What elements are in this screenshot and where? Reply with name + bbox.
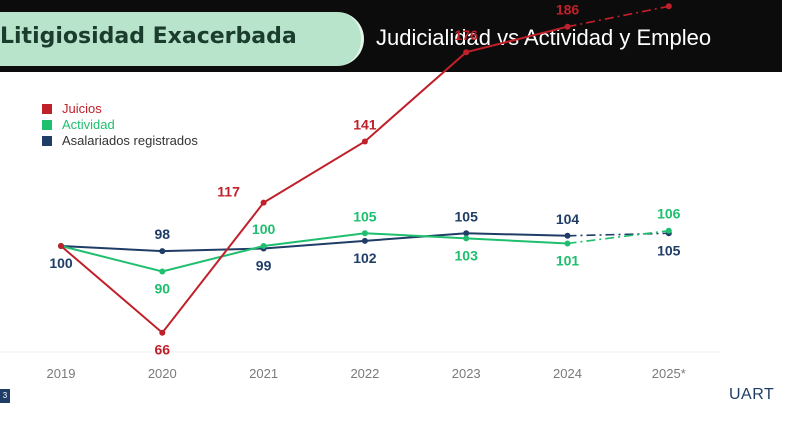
data-label: 101 [556, 252, 580, 268]
legend-label: Juicios [62, 101, 102, 116]
legend-label: Asalariados registrados [62, 133, 198, 148]
legend-swatch [42, 104, 52, 114]
x-tick-label: 2023 [452, 366, 481, 381]
series-line [60, 232, 568, 273]
data-label: 117 [217, 184, 240, 200]
data-label: 106 [657, 206, 681, 222]
x-tick-label: 2025* [652, 366, 686, 381]
page-title: Litigiosidad Exacerbada [0, 24, 297, 49]
data-label: 100 [49, 255, 73, 271]
data-label: 103 [455, 247, 479, 263]
data-point [159, 268, 166, 275]
title-pill [0, 12, 364, 66]
data-point [159, 248, 166, 255]
data-label: 176 [455, 27, 479, 43]
legend-label: Actividad [62, 117, 115, 132]
data-point [564, 23, 571, 30]
x-tick-label: 2019 [47, 366, 76, 381]
data-label: 102 [353, 250, 377, 266]
legend-swatch [42, 136, 52, 146]
data-label: 141 [353, 116, 377, 132]
x-tick-label: 2024 [553, 366, 582, 381]
data-point [361, 230, 368, 237]
data-label: 99 [256, 258, 272, 274]
data-point [463, 49, 470, 56]
data-point [361, 138, 368, 145]
series-projection-line [567, 5, 669, 28]
series-projection-line [567, 229, 669, 245]
series-line [60, 25, 568, 335]
data-point [463, 230, 470, 237]
data-label: 66 [155, 342, 171, 358]
data-point [564, 240, 571, 247]
data-label: 104 [556, 211, 580, 227]
data-point [564, 232, 571, 239]
data-label: 100 [252, 221, 276, 237]
data-point [361, 237, 368, 244]
data-point [665, 227, 672, 234]
page-number: 3 [0, 389, 10, 403]
data-point [260, 243, 267, 249]
series-line [60, 232, 568, 253]
data-label: 186 [556, 2, 580, 18]
data-label: 90 [155, 281, 171, 297]
data-point [159, 329, 166, 336]
data-label: 105 [353, 208, 377, 224]
brand-logo: UART [729, 386, 775, 403]
data-label: 105 [455, 208, 479, 224]
legend-swatch [42, 120, 52, 130]
page-subtitle: Judicialidad vs Actividad y Empleo [376, 25, 712, 50]
x-tick-label: 2020 [148, 366, 177, 381]
header-bar: Litigiosidad Exacerbada Judicialidad vs … [0, 0, 782, 72]
x-tick-label: 2022 [350, 366, 379, 381]
data-point [665, 3, 672, 10]
data-label: 105 [657, 242, 681, 258]
series-projection-line [567, 232, 669, 237]
x-tick-label: 2021 [249, 366, 278, 381]
data-point [58, 243, 64, 249]
data-label: 98 [155, 226, 171, 242]
data-point [260, 199, 267, 206]
data-point [463, 235, 470, 242]
